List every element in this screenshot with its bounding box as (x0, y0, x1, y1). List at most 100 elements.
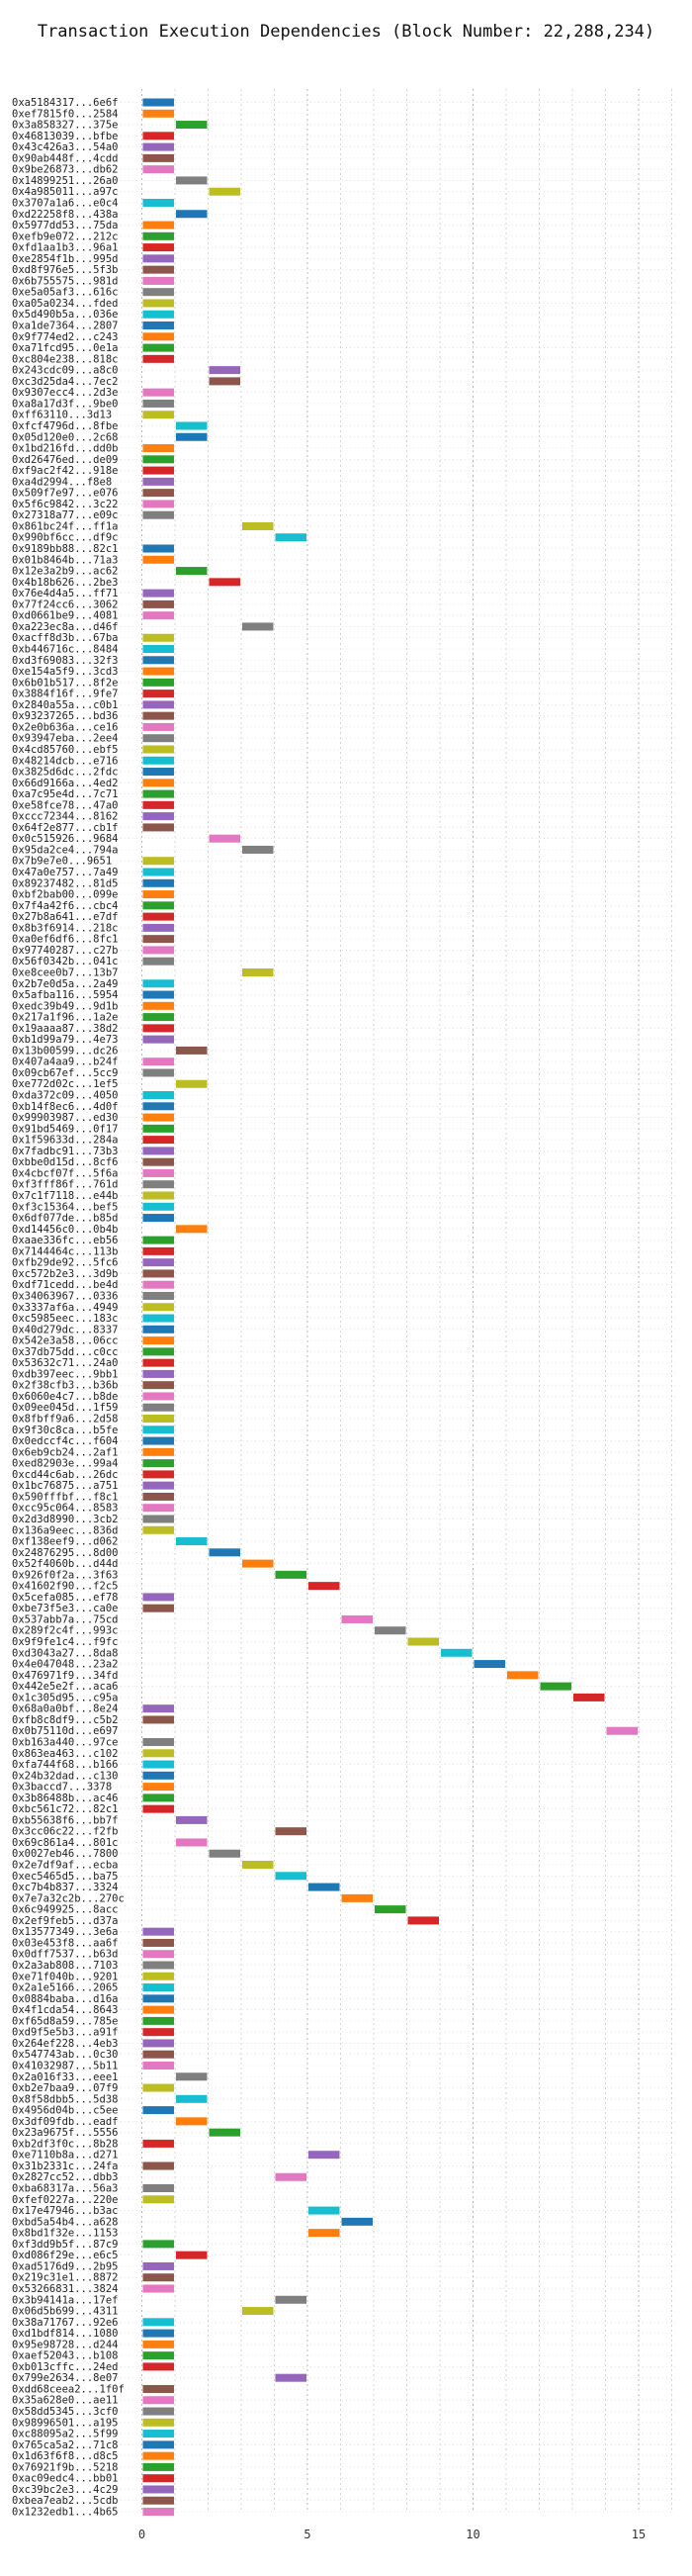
row-label: 0xfef0227a...220e (12, 2194, 118, 2206)
transaction-bar (142, 823, 174, 832)
row-label: 0x9be26873...db62 (12, 164, 118, 176)
transaction-bar (341, 2217, 373, 2226)
transaction-bar (142, 2083, 174, 2092)
transaction-bar (142, 2496, 174, 2505)
transaction-bar (142, 477, 174, 486)
row-label: 0x6df077de...b85d (12, 1213, 118, 1225)
row-label: 0xa223ec8a...d46f (12, 621, 118, 633)
transaction-bar (242, 967, 274, 976)
row-label: 0xd8f976e5...5f3b (12, 264, 118, 276)
transaction-bar (176, 1079, 208, 1088)
transaction-bar (142, 2508, 174, 2516)
transaction-bar (142, 1325, 174, 1334)
transaction-bar (142, 1246, 174, 1255)
transaction-bar (375, 1905, 406, 1914)
transaction-bar (142, 1147, 174, 1155)
transaction-bar (142, 444, 174, 453)
transaction-bar (176, 421, 208, 430)
transaction-bar (142, 2284, 174, 2293)
row-label: 0x2a3ab808...7103 (12, 1960, 118, 1972)
row-label: 0x1c305d95...c95a (12, 1692, 118, 1703)
row-label: 0xe7110b8a...d271 (12, 2150, 118, 2162)
row-label: 0x17e47946...b3ac (12, 2205, 118, 2217)
transaction-bar (142, 2016, 174, 2025)
row-label: 0x91bd5469...0f17 (12, 1123, 118, 1135)
row-label: 0x0dff7537...b63d (12, 1949, 118, 1961)
transaction-bar (142, 711, 174, 720)
row-label: 0x3825d6dc...2fdc (12, 767, 118, 779)
transaction-bar (142, 1927, 174, 1936)
row-label: 0x06d5b699...4311 (12, 2306, 118, 2318)
transaction-bar (142, 98, 174, 107)
row-label: 0x2f38cfb3...b36b (12, 1380, 118, 1392)
transaction-bar (142, 2195, 174, 2204)
row-label: 0x5f6c9842...3c22 (12, 499, 118, 510)
row-label: 0xfa744f68...b166 (12, 1759, 118, 1771)
row-label: 0xe71f040b...9201 (12, 1971, 118, 1982)
transaction-bar (209, 366, 240, 375)
row-label: 0xc88095a2...5f99 (12, 2429, 118, 2440)
transaction-bar (142, 299, 174, 308)
transaction-bar (142, 1481, 174, 1490)
transaction-bar (142, 1704, 174, 1713)
transaction-bar (142, 923, 174, 932)
row-label: 0xcd44c6ab...26dc (12, 1469, 118, 1481)
row-label: 0x41032987...5b11 (12, 2060, 118, 2071)
row-label: 0x9f9fe1c4...f9fc (12, 1636, 118, 1648)
transaction-bar (142, 700, 174, 709)
transaction-bar (142, 2329, 174, 2338)
transaction-bar (142, 343, 174, 352)
transaction-bar (142, 2407, 174, 2416)
transaction-bar (142, 644, 174, 653)
row-label: 0x76921f9b...5218 (12, 2461, 118, 2473)
row-label: 0xefb9e072...212c (12, 230, 118, 242)
row-label: 0x1bc76875...a751 (12, 1480, 118, 1492)
row-label: 0x13b00599...dc26 (12, 1045, 118, 1057)
transaction-bar (242, 845, 274, 854)
transaction-bar (142, 1459, 174, 1468)
transaction-bar (142, 1202, 174, 1211)
x-tick-label: 0 (138, 2528, 145, 2541)
row-label: 0x3cc06c22...f2fb (12, 1826, 118, 1838)
transaction-bar (142, 1314, 174, 1323)
row-label: 0xf9ac2f42...918e (12, 465, 118, 477)
row-label: 0x5afba116...5954 (12, 989, 118, 1001)
row-label: 0x547743ab...0c30 (12, 2049, 118, 2061)
row-label: 0x4f1cda54...8643 (12, 2004, 118, 2016)
row-label: 0x4e047048...23a2 (12, 1659, 118, 1671)
row-label: 0xa8a17d3f...9be0 (12, 398, 118, 410)
row-label: 0x66d9166a...4ed2 (12, 778, 118, 789)
transaction-bar (341, 1893, 373, 1902)
transaction-bar (142, 165, 174, 174)
row-label: 0xbc561c72...82c1 (12, 1803, 118, 1815)
row-label: 0x2e0b636a...ce16 (12, 721, 118, 733)
transaction-bar (176, 567, 208, 576)
row-label: 0xdb397eec...9bb1 (12, 1368, 118, 1380)
row-label: 0x3707a1a6...e0c4 (12, 197, 118, 209)
row-label: 0xd086f29e...e6c5 (12, 2250, 118, 2261)
row-label: 0xc572b2e3...3d9b (12, 1268, 118, 1280)
transaction-bar (176, 1537, 208, 1546)
transaction-bar (209, 377, 240, 386)
row-label: 0xb2df3f0c...8b28 (12, 2138, 118, 2150)
row-label: 0xe8cee0b7...13b7 (12, 966, 118, 978)
row-label: 0x1232edb1...4b65 (12, 2507, 118, 2519)
transaction-bar (142, 1013, 174, 1022)
transaction-bar (474, 1660, 505, 1669)
transaction-bar (142, 388, 174, 397)
transaction-bar (142, 1492, 174, 1501)
row-label: 0xb14f8ec6...4d0f (12, 1101, 118, 1113)
transaction-bar (142, 2106, 174, 2115)
transaction-bar (242, 521, 274, 530)
transaction-bar (142, 2061, 174, 2070)
row-label: 0x9189bb88...82c1 (12, 543, 118, 555)
row-label: 0x89237482...81d5 (12, 877, 118, 889)
transaction-bar (142, 1426, 174, 1434)
transaction-bar (142, 198, 174, 207)
row-label: 0xe58fce78...47a0 (12, 799, 118, 811)
transaction-bar (142, 510, 174, 519)
row-label: 0x27b8a641...e7df (12, 911, 118, 923)
row-label: 0xd22258f8...438a (12, 209, 118, 221)
row-label: 0x3b86488b...ac46 (12, 1793, 118, 1804)
row-label: 0xedc39b49...9d1b (12, 1000, 118, 1012)
